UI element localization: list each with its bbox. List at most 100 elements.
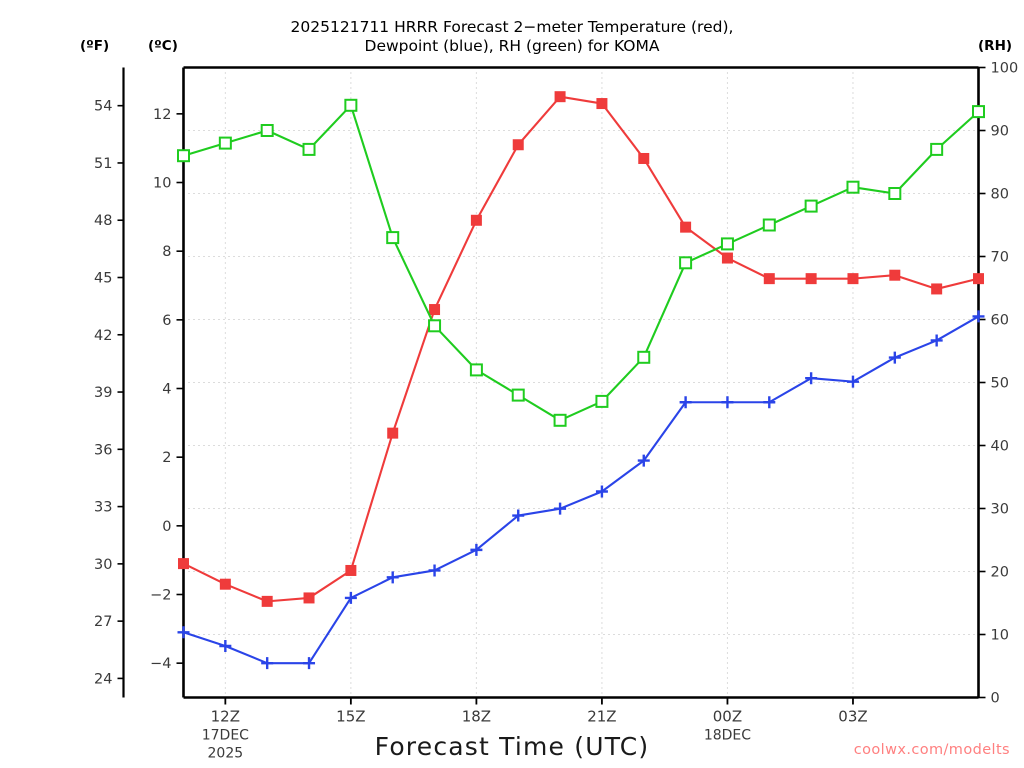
series-temperature [178,91,984,607]
data-point-marker [721,396,734,409]
data-point-marker [762,218,776,232]
data-point-marker [429,304,441,316]
data-point-marker [219,640,232,653]
data-point-marker [428,564,441,577]
fahrenheit-tick-label: 30 [94,557,112,573]
rh-tick-label: 70 [991,250,1009,266]
data-point-marker [638,152,650,164]
data-point-marker [679,256,693,270]
rh-tick-label: 30 [991,502,1009,518]
grid-lines [183,67,979,698]
data-point-marker [763,396,776,409]
celsius-tick-label: −4 [150,656,171,672]
data-point-marker [177,626,190,639]
chart-title-line1: 2025121711 HRRR Forecast 2−meter Tempera… [290,18,734,36]
data-point-marker [680,221,692,233]
data-point-marker [178,558,189,570]
data-point-marker [973,273,984,285]
data-point-marker [344,98,358,112]
celsius-tick-label: −2 [150,588,171,604]
data-point-marker [888,187,902,200]
data-point-marker [847,273,859,285]
data-point-marker [930,142,944,156]
x-axis-title: Forecast Time (UTC) [374,732,650,761]
x-axis-tick-date: 18DEC [704,728,751,744]
x-axis-tick-label: 12Z [211,708,240,726]
data-point-marker [512,139,524,151]
left-axis-unit-celsius: (ºC) [148,38,178,54]
series-line [182,104,980,422]
data-point-marker [889,269,901,281]
data-point-marker [679,396,692,409]
data-point-marker [595,485,608,498]
data-point-marker [511,388,525,402]
chart-title-line2: Dewpoint (blue), RH (green) for KOMA [364,37,660,55]
chart-title: 2025121711 HRRR Forecast 2−meter Tempera… [0,18,1024,56]
data-point-marker [596,98,608,110]
data-point-marker [553,413,567,427]
data-point-marker [554,502,567,515]
data-point-marker [972,310,985,323]
data-point-marker [219,578,231,590]
rh-tick-label: 50 [991,376,1009,392]
celsius-tick-label: 8 [162,244,171,260]
celsius-tick-label: 4 [162,382,171,398]
x-axis-tick-label: 00Z [713,708,742,726]
left-axis-unit-fahrenheit: (ºF) [80,38,110,54]
data-point-marker [512,509,525,522]
celsius-tick-label: 0 [162,519,171,535]
data-point-marker [637,454,650,467]
data-point-marker [344,591,357,604]
fahrenheit-tick-label: 27 [94,614,112,630]
x-axis-tick-year: 2025 [208,746,244,762]
rh-tick-label: 10 [991,628,1009,644]
data-point-marker [805,372,818,385]
rh-tick-label: 100 [991,61,1019,77]
data-point-marker [386,231,400,245]
x-axis-tick-label: 15Z [336,708,365,726]
data-point-marker [303,592,315,604]
data-point-marker [888,351,901,364]
fahrenheit-tick-label: 33 [94,500,112,516]
data-point-marker [345,564,357,576]
data-point-marker [261,595,273,607]
celsius-tick-label: 10 [153,176,171,192]
rh-tick-label: 80 [991,187,1009,203]
rh-tick-label: 90 [991,124,1009,140]
series-line [182,315,980,665]
rh-tick-label: 0 [991,691,1000,707]
data-point-marker [804,199,818,213]
rh-tick-label: 40 [991,439,1009,455]
x-axis-tick-date: 17DEC [202,728,249,744]
data-point-marker [470,543,483,556]
x-axis-tick-label: 03Z [838,708,867,726]
fahrenheit-tick-label: 24 [94,671,112,687]
data-point-marker [637,350,651,364]
axis-ticks: 5451484542393633302724121086420−2−410090… [94,61,1018,762]
celsius-tick-label: 6 [162,313,171,329]
data-point-marker [931,283,943,295]
watermark-link[interactable]: coolwx.com/modelts [853,742,1010,758]
data-point-marker [260,124,274,137]
data-point-marker [930,334,943,347]
rh-tick-label: 60 [991,313,1009,329]
celsius-tick-label: 12 [153,107,171,123]
data-point-marker [470,214,482,226]
data-point-marker [428,319,442,333]
fahrenheit-tick-label: 39 [94,385,112,401]
data-point-marker [595,394,609,408]
x-axis-tick-label: 18Z [462,708,491,726]
data-point-marker [846,180,860,194]
data-point-marker [805,273,817,285]
fahrenheit-tick-label: 51 [94,156,112,172]
fahrenheit-tick-label: 48 [94,213,112,229]
data-point-marker [763,273,775,285]
fahrenheit-tick-label: 54 [94,99,112,115]
data-point-marker [846,375,859,388]
series-dewpoint [177,310,985,670]
data-point-marker [302,142,316,156]
celsius-tick-label: 2 [162,450,171,466]
data-point-marker [387,427,399,439]
